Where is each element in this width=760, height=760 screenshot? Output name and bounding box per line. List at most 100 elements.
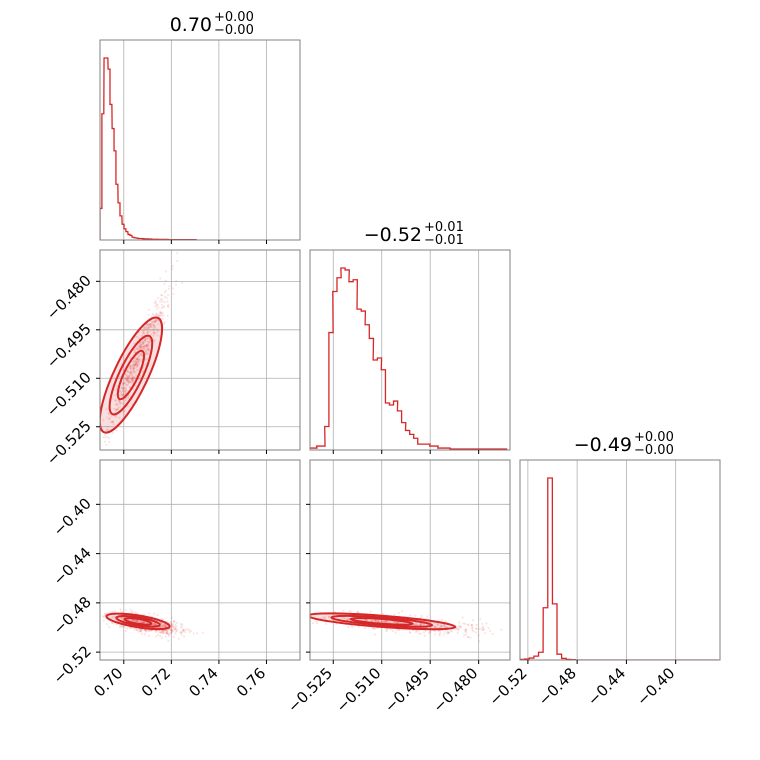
sample-point: [104, 436, 107, 439]
sample-point: [132, 370, 136, 373]
sample-point: [145, 352, 148, 356]
sample-point: [149, 338, 152, 342]
sample-point: [167, 632, 170, 635]
sample-point: [323, 615, 327, 618]
y-tick-label: −0.510: [43, 368, 95, 420]
sample-point: [121, 384, 124, 387]
sample-point: [132, 349, 136, 352]
sample-point: [161, 636, 164, 639]
sample-point: [125, 384, 128, 387]
sample-point: [135, 368, 138, 371]
sample-point: [142, 340, 145, 343]
sample-point: [123, 381, 126, 385]
sample-point: [428, 632, 431, 635]
sample-point: [171, 625, 174, 629]
sample-point: [133, 363, 136, 366]
sample-point: [481, 622, 484, 625]
sample-point: [394, 621, 397, 624]
sample-point: [161, 625, 165, 628]
sample-point: [144, 351, 147, 354]
sample-point: [121, 387, 125, 390]
sample-point: [118, 401, 121, 404]
sample-point: [137, 364, 140, 367]
sample-point: [156, 303, 159, 306]
sample-point: [395, 628, 399, 631]
sample-point: [125, 627, 129, 630]
sample-point: [201, 631, 204, 634]
sample-point: [182, 628, 185, 631]
sample-point: [462, 622, 465, 625]
sample-point: [133, 357, 136, 360]
sample-point: [383, 619, 386, 622]
sample-point: [136, 357, 139, 360]
sample-point: [115, 414, 118, 417]
y-tick-label: −0.44: [50, 544, 95, 589]
sample-point: [165, 632, 168, 635]
sample-point: [139, 344, 142, 348]
sample-point: [133, 611, 137, 614]
sample-point: [119, 608, 122, 611]
sample-point: [132, 361, 135, 364]
sample-point: [105, 428, 108, 431]
panel-frame-1-1: [309, 249, 511, 451]
sample-point: [127, 378, 130, 381]
sample-point: [165, 630, 169, 633]
sample-point: [371, 619, 374, 623]
sample-point: [393, 620, 396, 623]
sample-point: [124, 389, 127, 392]
sample-point: [107, 412, 110, 416]
sample-point: [417, 629, 420, 633]
sample-point: [139, 374, 142, 377]
sample-point: [159, 310, 162, 313]
sample-point: [154, 305, 157, 308]
sample-point: [151, 313, 155, 316]
density-contour: [310, 612, 457, 631]
sample-point: [138, 359, 141, 363]
sample-point: [144, 351, 147, 354]
sample-point: [136, 358, 139, 361]
sample-point: [136, 364, 139, 367]
sample-point: [373, 619, 377, 622]
sample-point: [483, 628, 486, 631]
sample-point: [108, 440, 111, 443]
sample-point: [417, 623, 420, 627]
sample-point: [175, 628, 178, 631]
sample-point: [133, 375, 136, 378]
sample-point: [130, 371, 133, 374]
sample-point: [146, 357, 149, 360]
sample-point: [134, 363, 137, 367]
sample-point: [128, 374, 131, 378]
sample-point: [146, 340, 150, 343]
sample-point: [420, 616, 423, 619]
sample-point: [437, 622, 440, 625]
sample-point: [154, 302, 158, 305]
sample-point: [127, 366, 130, 369]
sample-point: [126, 378, 130, 381]
sample-point: [381, 620, 384, 623]
sample-point: [138, 621, 141, 624]
sample-point: [179, 623, 182, 626]
sample-point: [172, 624, 175, 627]
density-contour: [330, 614, 434, 628]
sample-point: [159, 300, 162, 303]
sample-point: [164, 624, 167, 627]
sample-point: [129, 365, 132, 369]
sample-point: [124, 608, 127, 612]
sample-point: [327, 615, 331, 619]
sample-point: [438, 629, 441, 633]
sample-point: [292, 619, 294, 621]
sample-point: [145, 344, 149, 347]
sample-point: [135, 619, 138, 622]
sample-point: [152, 331, 155, 334]
sample-point: [115, 623, 119, 626]
sample-point: [142, 620, 145, 623]
sample-point: [439, 631, 442, 634]
sample-point: [118, 416, 121, 419]
sample-point: [143, 621, 146, 624]
sample-point: [441, 625, 444, 628]
sample-point: [161, 300, 164, 303]
sample-point: [96, 432, 98, 434]
sample-point: [138, 352, 141, 355]
sample-point: [161, 618, 164, 621]
sample-point: [349, 611, 352, 614]
